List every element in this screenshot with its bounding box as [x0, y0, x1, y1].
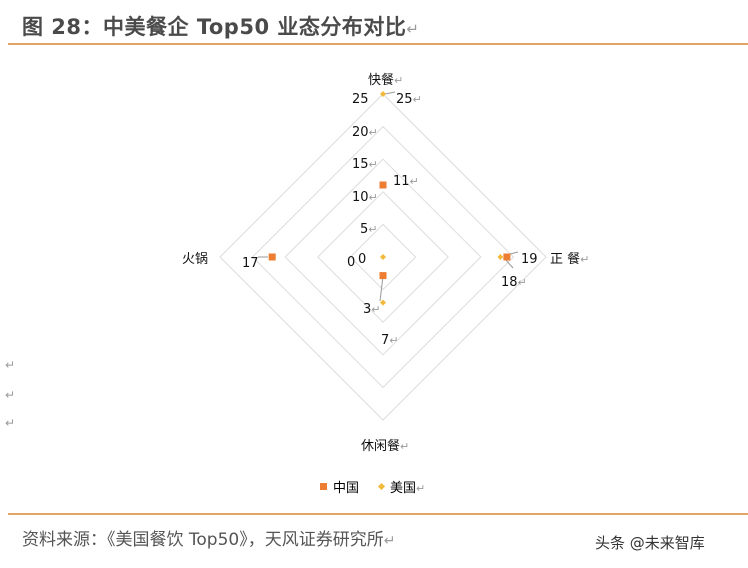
paragraph-mark-icon: ↵ — [5, 388, 16, 402]
header-divider — [8, 43, 748, 45]
grid-ring-25 — [219, 93, 547, 421]
paragraph-mark-icon: ↵ — [406, 20, 420, 38]
data-label-usa-huoguo: 0 — [358, 252, 367, 267]
axis-tick-20: 20↵ — [352, 125, 378, 140]
category-label-zhengcan: 正 餐↵ — [550, 252, 590, 267]
figure-title: 图 28：中美餐企 Top50 业态分布对比↵ — [22, 11, 419, 41]
paragraph-mark-icon: ↵ — [5, 358, 16, 372]
china-marker-kuaican — [379, 181, 387, 189]
usa-marker-xiuxian — [380, 299, 386, 306]
china-marker-xiuxian — [379, 272, 387, 280]
usa-marker-kuaican — [380, 91, 386, 97]
grid-ring-15 — [284, 158, 482, 356]
grid-ring-5 — [349, 223, 417, 291]
series-usa-markers — [380, 91, 504, 306]
paragraph-mark-icon: ↵ — [5, 416, 16, 430]
grid-ring-10 — [317, 191, 449, 323]
legend-usa-swatch-icon — [377, 482, 386, 491]
legend-usa-label: 美国↵ — [390, 481, 426, 496]
source-note: 资料来源：《美国餐饮 Top50》，天风证券研究所↵ — [22, 530, 396, 550]
usa-marker-huoguo — [380, 254, 386, 260]
category-label-kuaican: 快餐↵ — [368, 73, 404, 88]
data-label-china-xiuxian: 3↵ — [363, 302, 381, 317]
china-marker-zhengcan — [503, 253, 511, 261]
data-label-usa-xiuxian: 7↵ — [381, 333, 399, 348]
axis-tick-10: 10↵ — [352, 190, 378, 205]
data-label-china-zhengcan: 19 — [521, 252, 538, 267]
data-label-china-huoguo: 17 — [242, 256, 259, 271]
category-label-xiuxian: 休闲餐↵ — [361, 439, 410, 454]
data-label-usa-kuaican: 25↵ — [396, 92, 422, 107]
figure-title-text: 图 28：中美餐企 Top50 业态分布对比 — [22, 15, 407, 39]
chart-legend: 中国 美国↵ — [320, 477, 425, 496]
axis-tick-0: 0 — [347, 255, 356, 270]
data-label-usa-zhengcan: 18↵ — [501, 275, 527, 290]
series-china-markers — [268, 181, 511, 280]
legend-china-swatch-icon — [320, 483, 327, 490]
grid-ring-20 — [251, 125, 515, 389]
axis-tick-5: 5↵ — [360, 222, 378, 237]
usa-marker-zhengcan — [497, 254, 504, 260]
data-label-china-kuaican: 11↵ — [393, 174, 419, 189]
china-marker-huoguo — [268, 253, 276, 261]
axis-tick-25: 25 — [352, 92, 369, 107]
watermark: 头条 @未来智库 — [595, 534, 705, 552]
category-label-huoguo: 火锅 — [182, 252, 209, 267]
axis-tick-15: 15↵ — [352, 157, 378, 172]
legend-china-label: 中国 — [333, 481, 360, 496]
footer-divider — [8, 513, 748, 515]
